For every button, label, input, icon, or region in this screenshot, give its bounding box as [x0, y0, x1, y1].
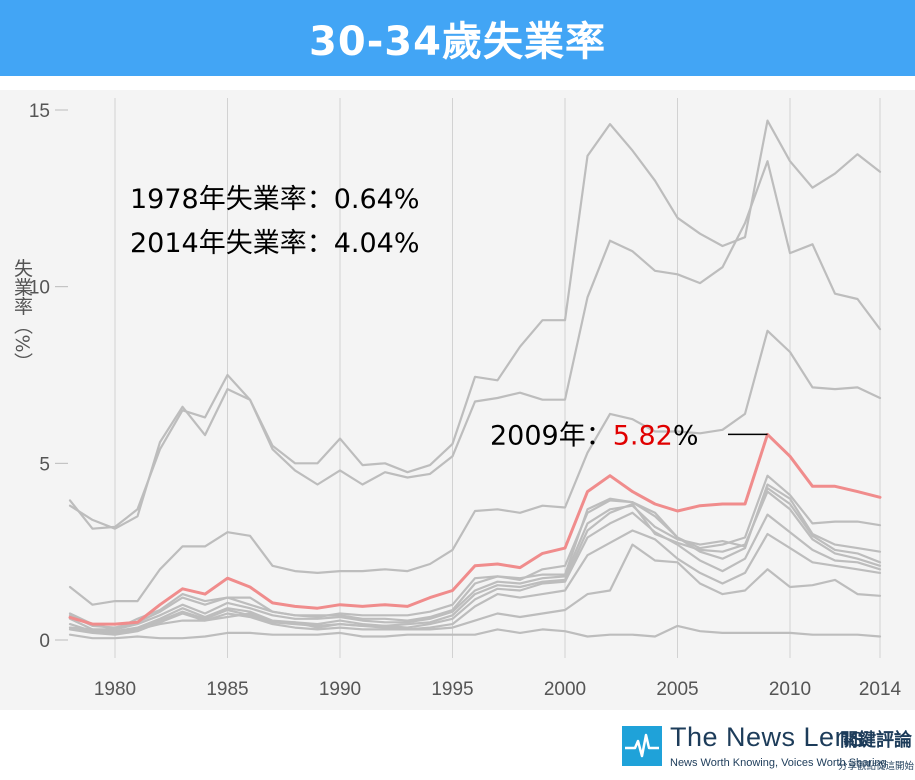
series-line-7 — [68, 490, 882, 633]
x-tick-label: 2000 — [544, 679, 586, 700]
line-chart: 1980 1985 1990 1995 2000 2005 2010 2014 0 5 10 15 失業… — [11, 98, 902, 700]
y-tick-label: 15 — [29, 101, 50, 122]
annotation-1978: 1978年失業率：0.64% — [130, 184, 420, 215]
peak-label-value: 5.82 — [613, 420, 673, 451]
peak-label-suffix: % — [673, 420, 699, 451]
series-line-8 — [68, 511, 882, 635]
chart-title: 30-34歲失業率 — [309, 19, 606, 65]
x-tick-label: 2010 — [769, 679, 811, 700]
news-lens-logo-icon — [622, 726, 662, 766]
brand-slogan-cn: 分享觀點從這開始 — [838, 761, 915, 772]
x-tick-label: 1990 — [319, 679, 361, 700]
series-line-6 — [68, 487, 882, 631]
y-axis-label: 失業率（%） — [11, 258, 33, 371]
x-tick-label: 1995 — [431, 679, 473, 700]
series-line-3 — [68, 329, 882, 606]
plot-panel: 1980 1985 1990 1995 2000 2005 2010 2014 0 5 10 15 失業… — [0, 90, 915, 710]
brand-slogan: News Worth Knowing, Voices Worth Sharing — [670, 757, 887, 769]
title-bar: 30-34歲失業率 — [0, 0, 915, 76]
brand-name-cn: 關鍵評論 — [840, 730, 912, 751]
series-line-10 — [68, 543, 882, 635]
series-line-5 — [68, 483, 882, 629]
series-line-11 — [68, 624, 882, 640]
x-tick-label: 1985 — [206, 679, 248, 700]
series-line-1 — [68, 119, 882, 530]
x-tick-label: 1980 — [94, 679, 136, 700]
series-line-4 — [68, 474, 882, 631]
brand-name: The News Lens — [670, 722, 865, 752]
annotation-2009: 2009年：5.82% — [490, 420, 699, 451]
highlighted-series-line — [68, 432, 882, 626]
y-tick-label: 5 — [39, 454, 50, 475]
series-line-2 — [68, 160, 882, 530]
y-tick-label: 10 — [29, 278, 50, 299]
x-tick-label: 2005 — [656, 679, 698, 700]
y-tick-label: 0 — [39, 631, 50, 652]
x-tick-label: 2014 — [859, 679, 902, 700]
peak-label-prefix: 2009年： — [490, 420, 613, 451]
annotation-2014: 2014年失業率：4.04% — [130, 228, 420, 259]
footer: The News Lens 關鍵評論 News Worth Knowing, V… — [0, 712, 915, 780]
